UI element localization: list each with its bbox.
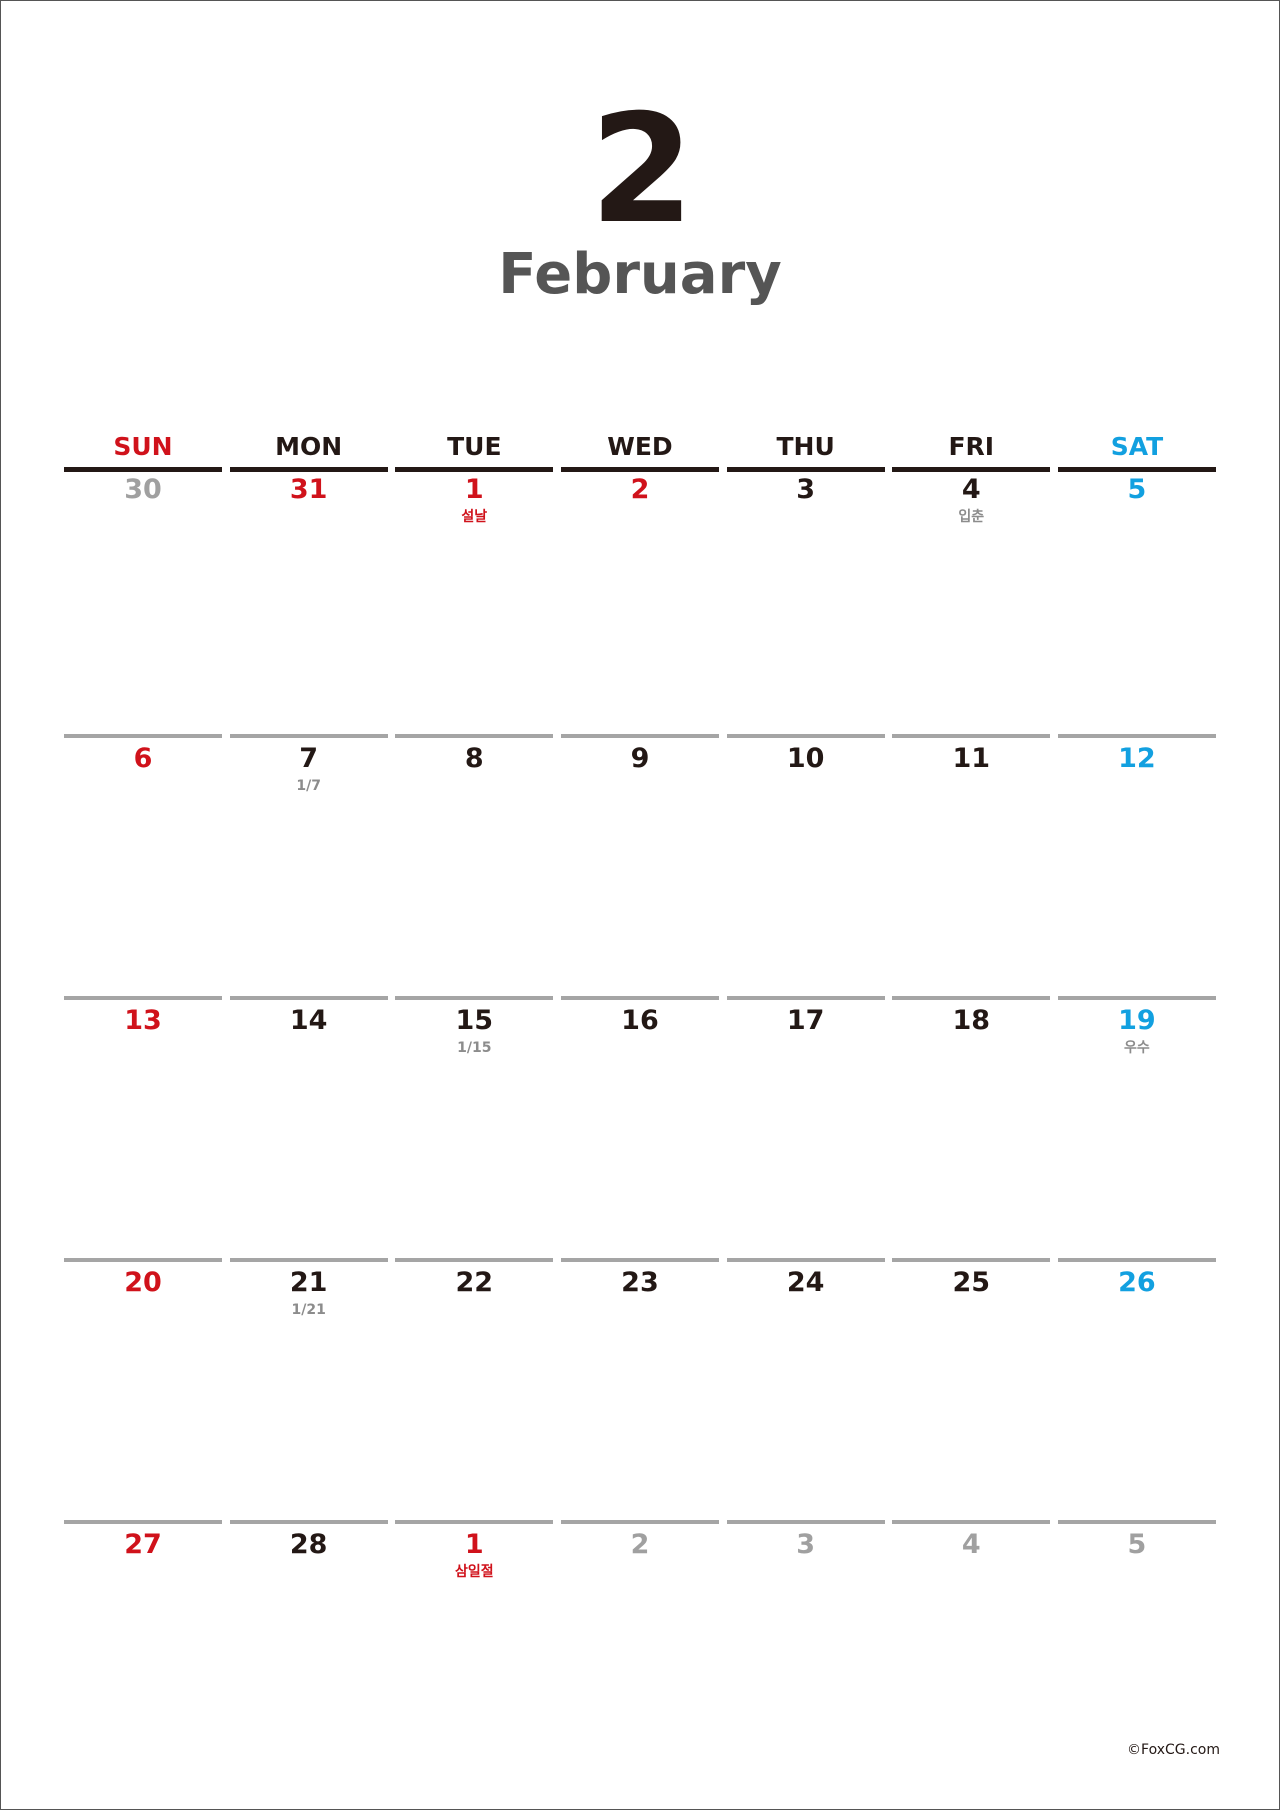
day-number: 6 — [133, 743, 153, 774]
day-number: 18 — [952, 1005, 991, 1036]
day-cell: 1 삼일절 — [395, 1520, 554, 1782]
day-number: 2 — [630, 1529, 650, 1560]
day-number: 28 — [289, 1529, 328, 1560]
day-cell: 18 — [892, 996, 1051, 1258]
day-number: 21 — [289, 1267, 328, 1298]
day-number: 13 — [124, 1005, 162, 1036]
weekday-sun: SUN — [64, 428, 222, 472]
day-note: 1/21 — [291, 1302, 326, 1318]
day-cell: 31 — [230, 472, 388, 734]
day-cell: 7 1/7 — [229, 734, 388, 996]
day-number: 1 — [464, 474, 484, 505]
day-cell: 16 — [560, 996, 719, 1258]
day-cell: 19 우수 — [1057, 996, 1216, 1258]
day-number: 10 — [786, 743, 825, 774]
week-row: 6 7 1/7 8 9 10 11 12 — [64, 734, 1216, 996]
day-note: 설날 — [461, 509, 488, 525]
day-cell: 27 — [64, 1520, 222, 1782]
day-number: 31 — [289, 474, 328, 505]
day-note: 입춘 — [958, 509, 985, 525]
weekday-fri: FRI — [892, 428, 1051, 472]
day-cell: 26 — [1057, 1258, 1216, 1520]
weekday-tue: TUE — [395, 428, 554, 472]
day-note: 삼일절 — [454, 1564, 494, 1580]
day-cell: 24 — [726, 1258, 885, 1520]
day-cell: 5 — [1057, 1520, 1216, 1782]
day-cell: 28 — [229, 1520, 388, 1782]
day-number: 26 — [1118, 1267, 1156, 1298]
month-name: February — [498, 242, 782, 307]
weekday-wed: WED — [560, 428, 719, 472]
day-cell: 12 — [1057, 734, 1216, 996]
day-number: 7 — [299, 743, 319, 774]
day-note: 우수 — [1124, 1040, 1150, 1056]
day-cell: 23 — [560, 1258, 719, 1520]
day-number: 11 — [952, 743, 991, 774]
day-cell: 5 — [1058, 472, 1216, 734]
day-number: 25 — [952, 1267, 991, 1298]
day-number: 19 — [1118, 1005, 1156, 1036]
day-cell: 4 입춘 — [892, 472, 1050, 734]
week-row: 20 21 1/21 22 23 24 25 26 — [64, 1258, 1216, 1520]
day-cell: 1 설날 — [395, 472, 553, 734]
day-cell: 4 — [892, 1520, 1051, 1782]
week-row: 13 14 15 1/15 16 17 18 19 우수 — [64, 996, 1216, 1258]
day-number: 30 — [124, 474, 162, 505]
day-number: 4 — [961, 1529, 981, 1560]
day-cell: 14 — [229, 996, 388, 1258]
day-number: 12 — [1118, 743, 1156, 774]
day-number: 1 — [464, 1529, 484, 1560]
day-cell: 21 1/21 — [229, 1258, 388, 1520]
day-number: 20 — [124, 1267, 162, 1298]
day-note: 1/7 — [296, 778, 321, 794]
month-number: 2 — [589, 83, 694, 257]
day-number: 2 — [630, 474, 650, 505]
day-cell: 11 — [892, 734, 1051, 996]
day-cell: 30 — [64, 472, 222, 734]
day-cell: 17 — [726, 996, 885, 1258]
copyright-credit: ©FoxCG.com — [1127, 1742, 1220, 1758]
day-cell: 2 — [561, 472, 719, 734]
day-cell: 9 — [560, 734, 719, 996]
day-number: 14 — [289, 1005, 328, 1036]
weekday-sat: SAT — [1057, 428, 1216, 472]
day-cell: 20 — [64, 1258, 222, 1520]
day-cell: 6 — [64, 734, 222, 996]
day-number: 8 — [464, 743, 484, 774]
day-number: 5 — [1127, 474, 1147, 505]
day-number: 3 — [796, 1529, 816, 1560]
day-number: 24 — [786, 1267, 825, 1298]
calendar-grid: SUN MON TUE WED THU FRI SAT 30 31 1 설날 2 3 4 입춘… — [64, 428, 1216, 1782]
day-cell: 2 — [560, 1520, 719, 1782]
day-cell: 3 — [727, 472, 885, 734]
day-cell: 13 — [64, 996, 222, 1258]
day-number: 23 — [621, 1267, 659, 1298]
day-number: 17 — [786, 1005, 825, 1036]
day-number: 9 — [630, 743, 650, 774]
day-number: 5 — [1127, 1529, 1147, 1560]
day-number: 4 — [961, 474, 981, 505]
day-number: 16 — [621, 1005, 659, 1036]
day-cell: 8 — [395, 734, 554, 996]
day-number: 15 — [455, 1005, 494, 1036]
day-cell: 3 — [726, 1520, 885, 1782]
day-cell: 10 — [726, 734, 885, 996]
day-cell: 15 1/15 — [395, 996, 554, 1258]
day-number: 22 — [455, 1267, 494, 1298]
day-cell: 25 — [892, 1258, 1051, 1520]
day-note: 1/15 — [457, 1040, 492, 1056]
week-row: 30 31 1 설날 2 3 4 입춘 5 — [64, 472, 1216, 734]
day-number: 3 — [796, 474, 816, 505]
weeks-container: 30 31 1 설날 2 3 4 입춘 5 6 7 1/7 8 9 10 11 12 13 14 15 1/15 16 17… — [64, 472, 1216, 1782]
day-number: 27 — [124, 1529, 162, 1560]
weekday-mon: MON — [229, 428, 388, 472]
day-cell: 22 — [395, 1258, 554, 1520]
weekday-header: SUN MON TUE WED THU FRI SAT — [64, 428, 1216, 472]
weekday-thu: THU — [726, 428, 885, 472]
week-row: 27 28 1 삼일절 2 3 4 5 — [64, 1520, 1216, 1782]
